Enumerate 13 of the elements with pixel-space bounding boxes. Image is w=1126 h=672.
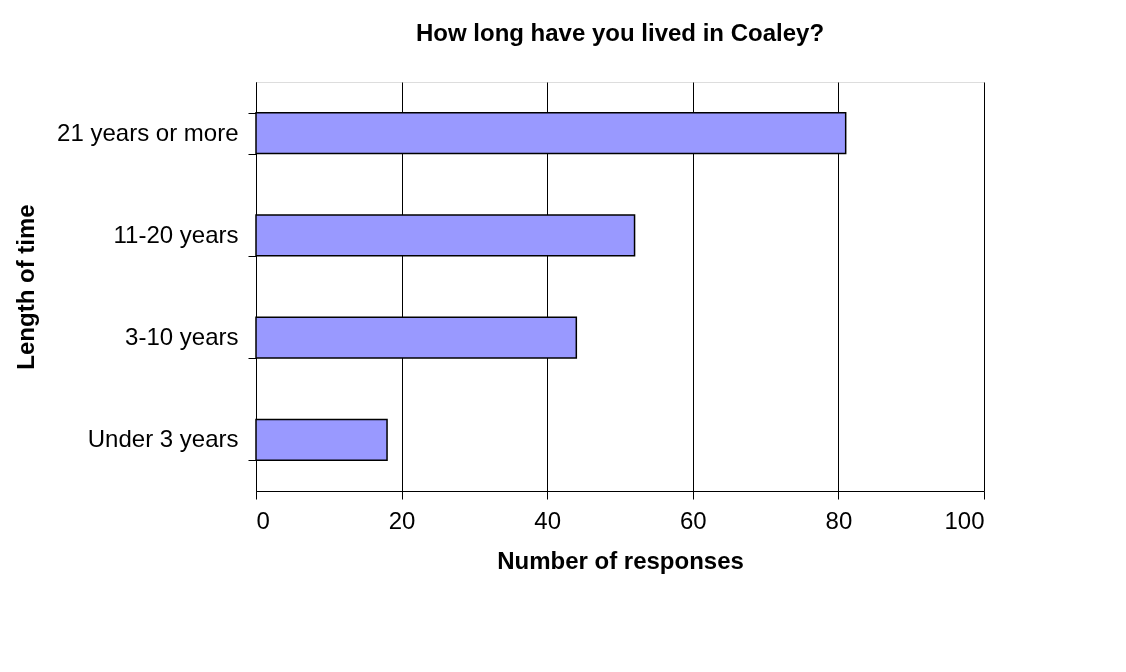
y-axis-title: Length of time <box>12 204 40 370</box>
x-tick-label: 60 <box>679 506 707 534</box>
chart-title: How long have you lived in Coaley? <box>415 19 825 46</box>
x-tick-label: 40 <box>534 506 562 534</box>
x-tick-label: 80 <box>825 506 853 534</box>
y-tick-label: 11-20 years <box>113 220 239 248</box>
x-tick-label: 0 <box>256 506 270 534</box>
x-axis-title: Number of responses <box>497 546 744 574</box>
y-tick-label: Under 3 years <box>87 425 239 453</box>
y-tick-label: 3-10 years <box>125 323 239 351</box>
x-tick-label: 100 <box>944 506 985 534</box>
x-tick-label: 20 <box>388 506 416 534</box>
y-tick-label: 21 years or more <box>57 118 239 146</box>
